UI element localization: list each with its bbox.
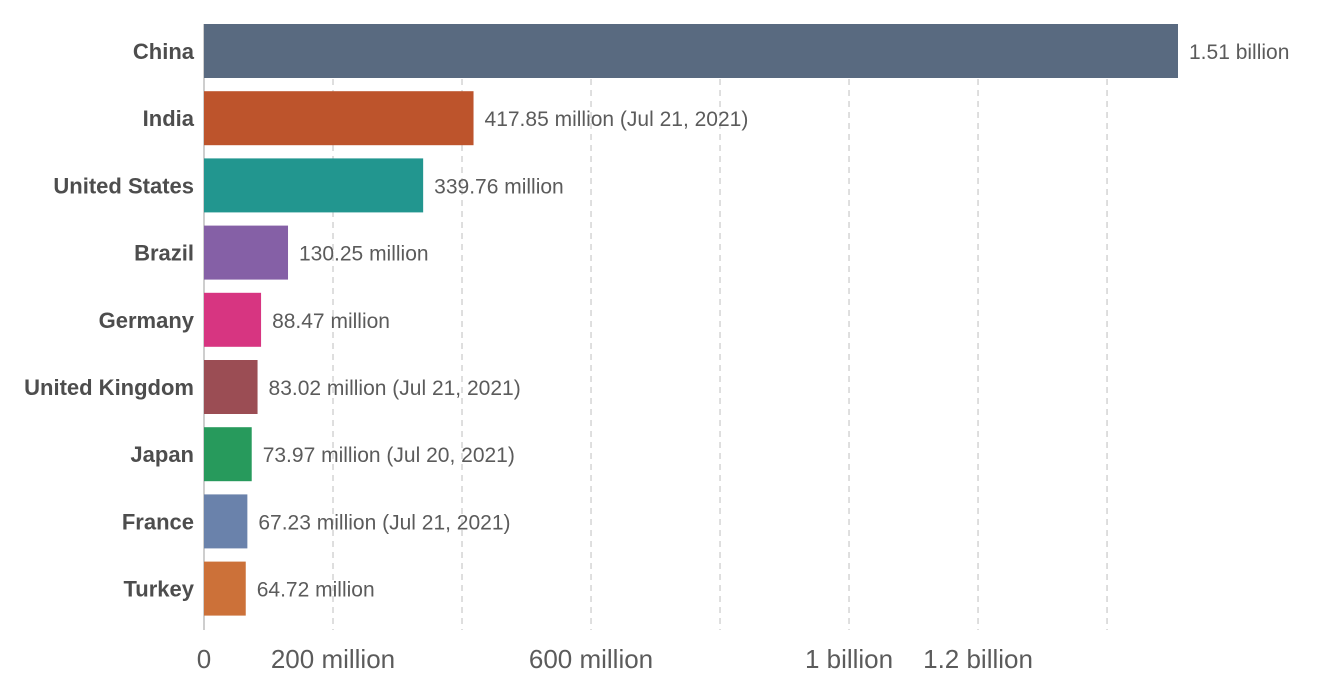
value-label: 73.97 million (Jul 20, 2021) — [263, 444, 515, 467]
value-label: 88.47 million — [272, 310, 390, 333]
category-label: United States — [53, 173, 194, 198]
bar-united-states[interactable] — [204, 158, 424, 213]
value-label: 1.51 billion — [1189, 41, 1289, 64]
bar-germany[interactable] — [204, 292, 262, 347]
bar-india[interactable] — [204, 91, 474, 146]
value-label: 67.23 million (Jul 21, 2021) — [258, 511, 510, 534]
value-label: 130.25 million — [299, 243, 429, 266]
category-label: Brazil — [134, 241, 194, 266]
value-label: 417.85 million (Jul 21, 2021) — [485, 108, 749, 131]
category-label: Germany — [99, 308, 195, 333]
x-tick-label: 0 — [197, 644, 211, 674]
value-label: 64.72 million — [257, 579, 375, 602]
x-tick-label: 200 million — [271, 644, 395, 674]
category-label: France — [122, 509, 194, 534]
x-tick-label: 600 million — [529, 644, 653, 674]
bar-china[interactable] — [204, 24, 1178, 78]
category-label: United Kingdom — [24, 375, 194, 400]
x-axis-tick-labels: 0 200 million 600 million 1 billion 1.2 bill… — [197, 644, 1033, 674]
x-tick-label: 1 billion — [805, 644, 893, 674]
bar-japan[interactable] — [204, 427, 252, 482]
bar-france[interactable] — [204, 494, 248, 549]
value-labels: 1.51 billion 417.85 million (Jul 21, 2021… — [257, 41, 1290, 602]
bars — [204, 24, 1178, 616]
x-tick-label: 1.2 billion — [923, 644, 1033, 674]
category-label: Japan — [130, 442, 194, 467]
category-label: Turkey — [123, 577, 194, 602]
value-label: 83.02 million (Jul 21, 2021) — [269, 377, 521, 400]
bar-united-kingdom[interactable] — [204, 360, 258, 414]
category-label: China — [133, 39, 195, 64]
bar-turkey[interactable] — [204, 561, 246, 616]
bar-brazil[interactable] — [204, 225, 289, 280]
value-label: 339.76 million — [434, 175, 564, 198]
category-labels: China India United States Brazil Germany Unit… — [24, 39, 195, 602]
category-label: India — [143, 106, 195, 131]
